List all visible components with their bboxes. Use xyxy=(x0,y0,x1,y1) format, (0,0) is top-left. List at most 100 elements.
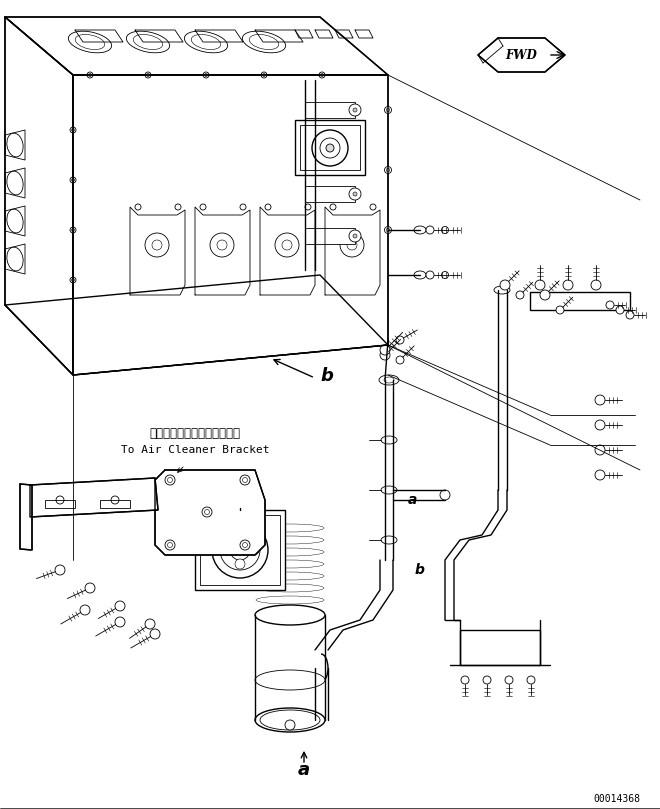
Circle shape xyxy=(71,179,75,181)
Circle shape xyxy=(321,74,323,77)
Ellipse shape xyxy=(494,286,510,294)
Circle shape xyxy=(349,188,361,200)
Circle shape xyxy=(240,475,250,485)
Circle shape xyxy=(202,507,212,517)
Circle shape xyxy=(556,306,564,314)
Circle shape xyxy=(626,311,634,319)
Ellipse shape xyxy=(242,32,286,53)
Circle shape xyxy=(242,543,248,548)
Circle shape xyxy=(326,144,334,152)
Circle shape xyxy=(349,230,361,242)
Circle shape xyxy=(385,227,391,234)
Polygon shape xyxy=(20,484,32,550)
Circle shape xyxy=(386,228,390,231)
Circle shape xyxy=(505,676,513,684)
Polygon shape xyxy=(5,17,73,375)
Ellipse shape xyxy=(256,548,324,556)
Circle shape xyxy=(55,565,65,575)
Circle shape xyxy=(210,233,234,257)
Circle shape xyxy=(240,540,250,550)
Circle shape xyxy=(353,150,357,154)
Circle shape xyxy=(235,531,245,541)
Ellipse shape xyxy=(381,486,397,494)
Circle shape xyxy=(235,559,245,569)
Circle shape xyxy=(442,272,449,278)
Circle shape xyxy=(150,629,160,639)
Circle shape xyxy=(168,477,172,482)
Ellipse shape xyxy=(184,32,228,53)
Circle shape xyxy=(230,540,250,560)
Circle shape xyxy=(242,477,248,482)
Circle shape xyxy=(145,233,169,257)
Text: 00014368: 00014368 xyxy=(593,794,640,804)
Ellipse shape xyxy=(414,226,426,234)
Ellipse shape xyxy=(249,35,279,49)
Ellipse shape xyxy=(260,710,320,730)
Circle shape xyxy=(606,301,614,309)
Circle shape xyxy=(70,277,76,283)
Circle shape xyxy=(147,74,150,77)
Circle shape xyxy=(527,676,535,684)
Circle shape xyxy=(349,104,361,116)
Circle shape xyxy=(221,545,231,555)
Bar xyxy=(195,510,285,590)
Circle shape xyxy=(540,290,550,300)
Circle shape xyxy=(396,336,404,344)
Ellipse shape xyxy=(255,605,325,625)
Ellipse shape xyxy=(256,584,324,592)
Text: b: b xyxy=(415,563,425,577)
Circle shape xyxy=(165,540,175,550)
Bar xyxy=(300,125,360,170)
Circle shape xyxy=(220,530,260,570)
Circle shape xyxy=(320,138,340,158)
Circle shape xyxy=(347,240,357,250)
Circle shape xyxy=(230,488,250,508)
Circle shape xyxy=(516,291,524,299)
Bar xyxy=(460,630,540,665)
Circle shape xyxy=(85,583,95,593)
Circle shape xyxy=(353,192,357,196)
Circle shape xyxy=(152,240,162,250)
Ellipse shape xyxy=(256,572,324,580)
Circle shape xyxy=(236,494,244,502)
Ellipse shape xyxy=(440,490,450,500)
Circle shape xyxy=(70,177,76,183)
Circle shape xyxy=(115,601,125,611)
Polygon shape xyxy=(30,478,158,517)
Bar xyxy=(45,500,75,508)
Circle shape xyxy=(145,619,155,629)
Text: エアークリーナブラケットヘ: エアークリーナブラケットヘ xyxy=(150,427,240,440)
Bar xyxy=(305,228,355,244)
Circle shape xyxy=(535,280,545,290)
Circle shape xyxy=(396,356,404,364)
Circle shape xyxy=(349,146,361,158)
Circle shape xyxy=(595,445,605,455)
Circle shape xyxy=(380,350,390,360)
Ellipse shape xyxy=(414,271,426,279)
Ellipse shape xyxy=(191,35,220,49)
Circle shape xyxy=(340,233,364,257)
Circle shape xyxy=(616,306,624,314)
Bar xyxy=(305,186,355,202)
Circle shape xyxy=(563,280,573,290)
Text: a: a xyxy=(298,761,310,779)
Circle shape xyxy=(500,280,510,290)
Circle shape xyxy=(385,167,391,173)
Circle shape xyxy=(236,546,244,554)
Text: To Air Cleaner Bracket: To Air Cleaner Bracket xyxy=(121,445,269,455)
Bar xyxy=(295,120,365,175)
Polygon shape xyxy=(5,17,388,75)
Circle shape xyxy=(595,395,605,405)
Circle shape xyxy=(285,720,295,730)
Circle shape xyxy=(483,676,491,684)
Circle shape xyxy=(70,127,76,133)
Circle shape xyxy=(385,107,391,113)
Circle shape xyxy=(312,130,348,166)
Ellipse shape xyxy=(255,708,325,732)
Circle shape xyxy=(595,470,605,480)
Ellipse shape xyxy=(381,436,397,444)
Ellipse shape xyxy=(69,32,112,53)
Circle shape xyxy=(249,545,259,555)
Text: FWD: FWD xyxy=(505,49,537,61)
Circle shape xyxy=(353,234,357,238)
